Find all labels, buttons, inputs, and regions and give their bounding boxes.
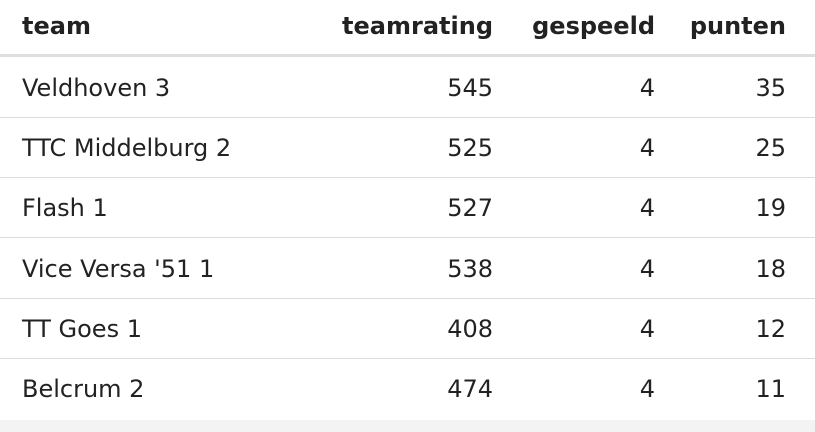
team-name: Vice Versa '51 1: [22, 254, 215, 283]
header-cell: gespeeld: [532, 12, 655, 40]
number-cell: 4: [639, 254, 655, 283]
number-cell: 4: [639, 314, 655, 343]
row-rule: [0, 297, 815, 299]
header-cell: teamrating: [342, 12, 493, 40]
number-cell: 4: [639, 194, 655, 223]
team-name: Belcrum 2: [22, 375, 145, 403]
team-name: Flash 1: [22, 194, 108, 223]
team-name: TTC Middelburg 2: [22, 134, 232, 163]
row-rule: [0, 357, 815, 359]
number-cell: 11: [755, 375, 786, 403]
number-cell: 19: [755, 194, 786, 223]
team-name: Veldhoven 3: [22, 74, 171, 102]
page-footer-band: [0, 420, 815, 432]
number-cell: 408: [447, 314, 493, 343]
row-rule: [0, 117, 815, 118]
number-cell: 18: [755, 254, 786, 283]
number-cell: 474: [447, 375, 493, 403]
team-name: TT Goes 1: [22, 314, 142, 343]
number-cell: 35: [755, 74, 786, 102]
header-rule: [0, 54, 815, 57]
number-cell: 4: [639, 74, 655, 102]
header-cell: punten: [689, 12, 786, 40]
number-cell: 12: [755, 314, 786, 343]
number-cell: 545: [447, 74, 493, 102]
number-cell: 538: [447, 254, 493, 283]
header-cell: team: [22, 12, 91, 40]
number-cell: 25: [755, 134, 786, 163]
number-cell: 4: [639, 375, 655, 403]
number-cell: 527: [447, 194, 493, 223]
row-rule: [0, 237, 815, 239]
number-cell: 4: [639, 134, 655, 163]
number-cell: 525: [447, 134, 493, 163]
row-rule: [0, 177, 815, 179]
